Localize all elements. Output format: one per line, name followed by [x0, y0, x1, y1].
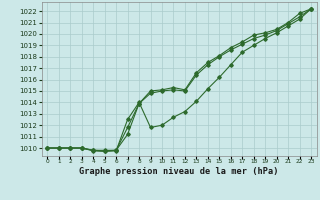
- X-axis label: Graphe pression niveau de la mer (hPa): Graphe pression niveau de la mer (hPa): [79, 167, 279, 176]
